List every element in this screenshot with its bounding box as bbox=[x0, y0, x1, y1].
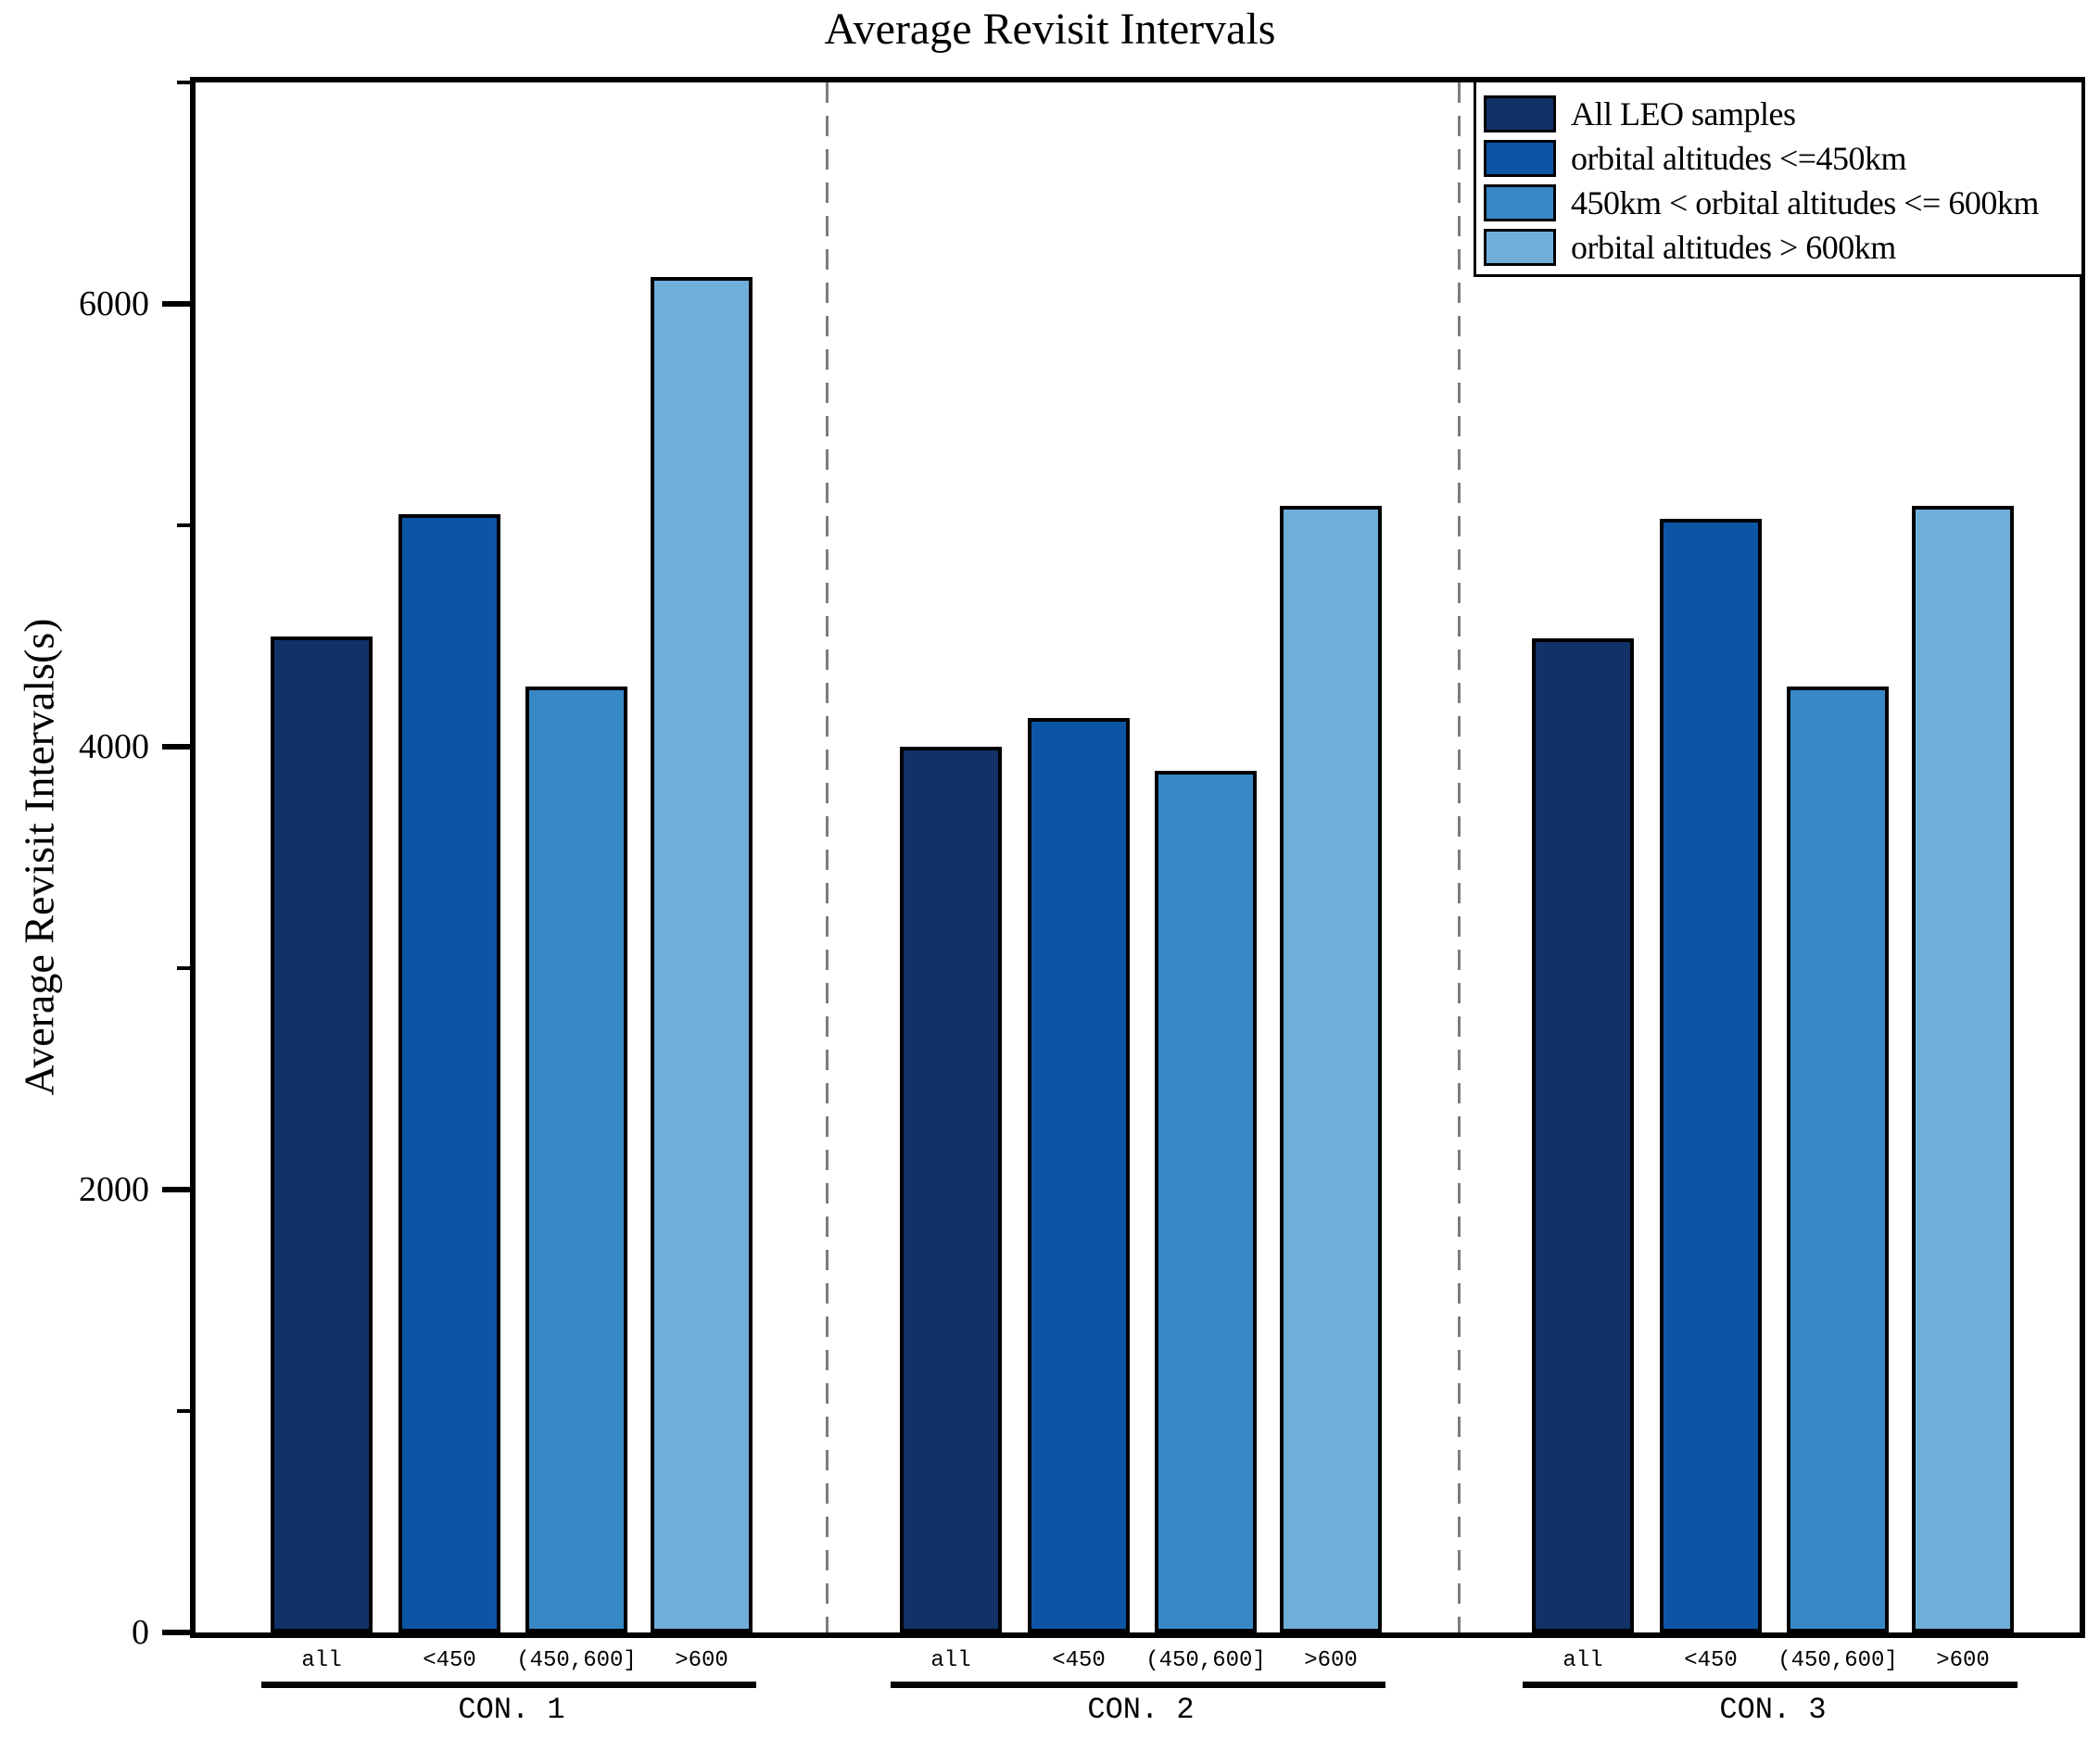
bar bbox=[1280, 505, 1382, 1632]
y-tick bbox=[162, 1630, 196, 1635]
plot-area: 0 2000 4000 6000 bbox=[79, 77, 2085, 1650]
bar-tick-label: all bbox=[930, 1648, 971, 1673]
y-minor-tick bbox=[177, 81, 196, 84]
legend-label: orbital altitudes <=450km bbox=[1571, 140, 1907, 177]
bar-tick-label: all bbox=[301, 1648, 342, 1673]
group-separator bbox=[826, 82, 829, 1632]
y-tick-label: 4000 bbox=[79, 727, 149, 766]
bar bbox=[1155, 771, 1257, 1632]
y-tick-label: 2000 bbox=[79, 1170, 149, 1209]
y-tick-label: 0 bbox=[132, 1613, 149, 1652]
legend-swatch-all-leo bbox=[1484, 95, 1556, 132]
bar bbox=[525, 687, 627, 1632]
y-tick bbox=[162, 1187, 196, 1192]
group-underline bbox=[891, 1682, 1385, 1688]
bar-tick-label: >600 bbox=[675, 1648, 728, 1673]
bar-tick-label: (450,600] bbox=[1145, 1648, 1266, 1673]
legend-item: 450km < orbital altitudes <= 600km bbox=[1484, 181, 2081, 225]
group-label: CON. 1 bbox=[458, 1693, 565, 1727]
bar-tick-label: <450 bbox=[1052, 1648, 1106, 1673]
bar-tick-label: >600 bbox=[1936, 1648, 1990, 1673]
y-tick-label: 6000 bbox=[79, 284, 149, 323]
legend-label: orbital altitudes > 600km bbox=[1571, 229, 1896, 266]
bar-tick-label: >600 bbox=[1304, 1648, 1358, 1673]
bar bbox=[398, 514, 500, 1632]
bar bbox=[1028, 717, 1130, 1632]
bar bbox=[1787, 687, 1889, 1632]
y-tick bbox=[162, 301, 196, 307]
y-tick bbox=[162, 744, 196, 750]
bar bbox=[651, 277, 753, 1632]
bar bbox=[1912, 505, 2014, 1632]
y-minor-tick bbox=[177, 1409, 196, 1413]
bar-tick-label: <450 bbox=[1684, 1648, 1738, 1673]
legend-item: orbital altitudes > 600km bbox=[1484, 225, 2081, 270]
y-axis-label: Average Revisit Intervals(s) bbox=[15, 618, 63, 1096]
chart-title: Average Revisit Intervals bbox=[824, 5, 1276, 54]
legend-swatch-below-450 bbox=[1484, 140, 1556, 177]
legend-item: All LEO samples bbox=[1484, 92, 2081, 136]
legend-item: orbital altitudes <=450km bbox=[1484, 136, 2081, 181]
group-underline bbox=[261, 1682, 756, 1688]
group-separator bbox=[1458, 82, 1461, 1632]
legend-swatch-450-600 bbox=[1484, 184, 1556, 221]
legend-label: 450km < orbital altitudes <= 600km bbox=[1571, 184, 2039, 221]
bar bbox=[1532, 637, 1634, 1632]
group-label: CON. 3 bbox=[1719, 1693, 1827, 1727]
bar-tick-label: <450 bbox=[423, 1648, 476, 1673]
group-label: CON. 2 bbox=[1087, 1693, 1195, 1727]
legend-swatch-above-600 bbox=[1484, 229, 1556, 266]
y-minor-tick bbox=[177, 523, 196, 527]
bar-tick-label: (450,600] bbox=[1777, 1648, 1898, 1673]
legend-label: All LEO samples bbox=[1571, 95, 1796, 132]
bar-tick-label: all bbox=[1562, 1648, 1603, 1673]
bar bbox=[900, 747, 1002, 1632]
y-minor-tick bbox=[177, 966, 196, 970]
bar-tick-label: (450,600] bbox=[516, 1648, 637, 1673]
legend: All LEO samples orbital altitudes <=450k… bbox=[1474, 80, 2084, 277]
bar bbox=[271, 636, 373, 1632]
bar bbox=[1660, 518, 1762, 1632]
group-underline bbox=[1523, 1682, 2018, 1688]
